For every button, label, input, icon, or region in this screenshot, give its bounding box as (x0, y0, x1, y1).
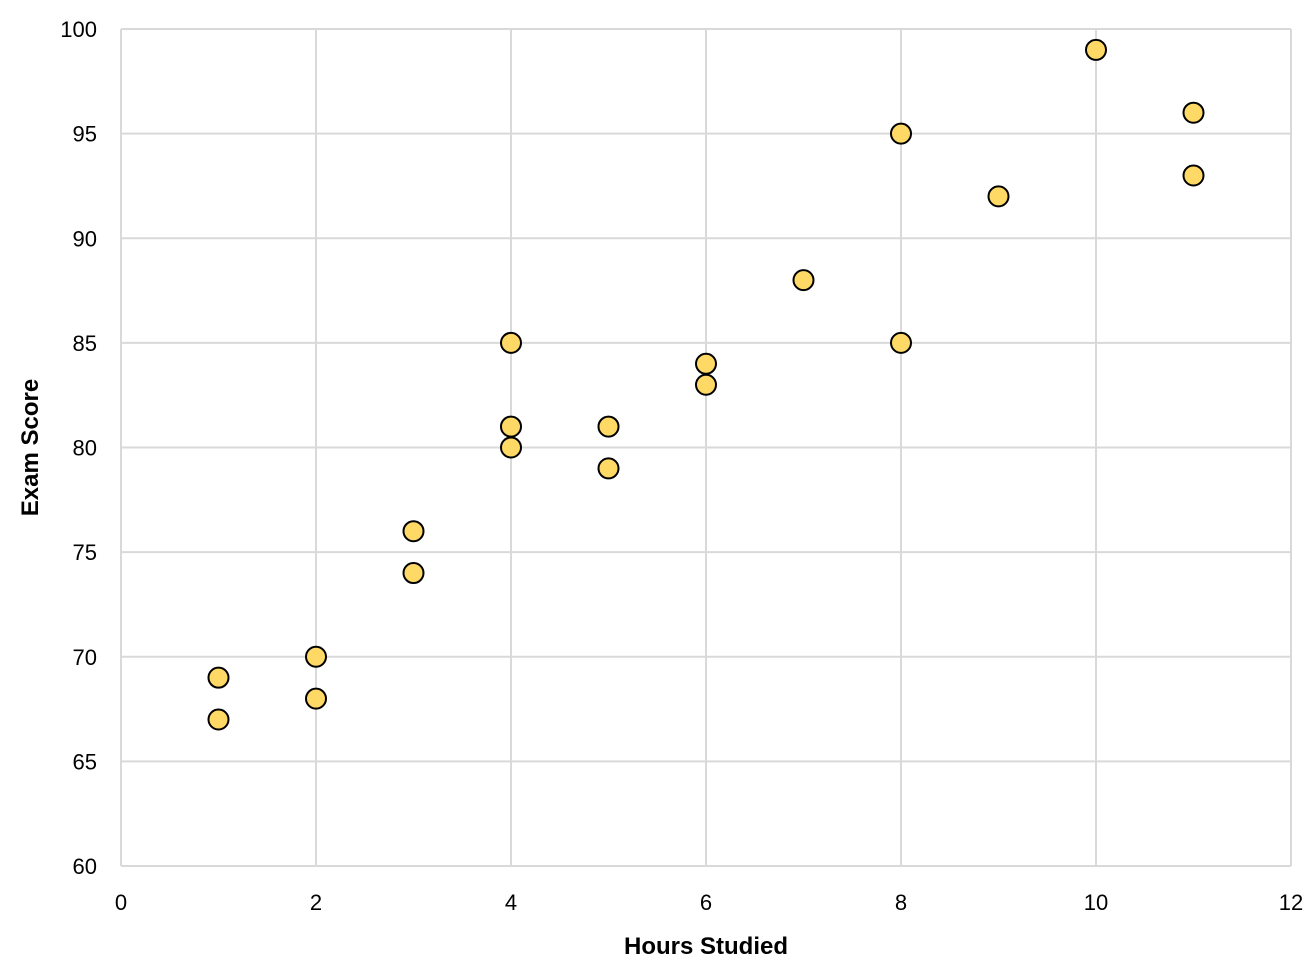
x-tick-label: 4 (505, 890, 517, 915)
x-tick-label: 8 (895, 890, 907, 915)
data-point (597, 415, 620, 438)
data-point (500, 331, 522, 354)
data-point (305, 687, 327, 710)
x-tick-label: 2 (310, 890, 322, 915)
data-point (987, 185, 1010, 208)
y-tick-label: 60 (73, 854, 97, 879)
data-point (402, 520, 425, 543)
data-point (500, 415, 522, 438)
y-tick-label: 70 (73, 645, 97, 670)
data-point (792, 269, 815, 292)
data-points (207, 38, 1205, 731)
data-point (500, 436, 522, 459)
x-tick-label: 12 (1279, 890, 1303, 915)
y-tick-label: 95 (73, 122, 97, 147)
x-tick-label: 10 (1084, 890, 1108, 915)
y-tick-label: 100 (60, 17, 97, 42)
data-point (890, 331, 912, 354)
data-point (1085, 38, 1107, 61)
y-tick-label: 75 (73, 540, 97, 565)
grid (121, 28, 1292, 866)
y-tick-label: 65 (73, 749, 97, 774)
data-point (402, 562, 425, 585)
x-tick-labels: 0 2 4 6 8 10 12 (115, 890, 1303, 915)
data-point (1182, 101, 1205, 124)
x-tick-label: 6 (700, 890, 712, 915)
y-tick-label: 80 (73, 436, 97, 461)
data-point (597, 457, 620, 480)
data-point (305, 645, 327, 668)
y-axis-title: Exam Score (17, 379, 44, 516)
x-axis-title: Hours Studied (624, 933, 788, 960)
y-tick-label: 90 (73, 226, 97, 251)
x-tick-label: 0 (115, 890, 127, 915)
y-tick-label: 85 (73, 331, 97, 356)
data-point (890, 122, 912, 145)
data-point (207, 666, 230, 689)
y-tick-labels: 60 65 70 75 80 85 90 95 100 (60, 17, 97, 879)
data-point (207, 708, 230, 731)
data-point (695, 373, 717, 396)
data-point (1182, 164, 1205, 187)
data-point (695, 352, 717, 375)
axes (120, 29, 1291, 867)
